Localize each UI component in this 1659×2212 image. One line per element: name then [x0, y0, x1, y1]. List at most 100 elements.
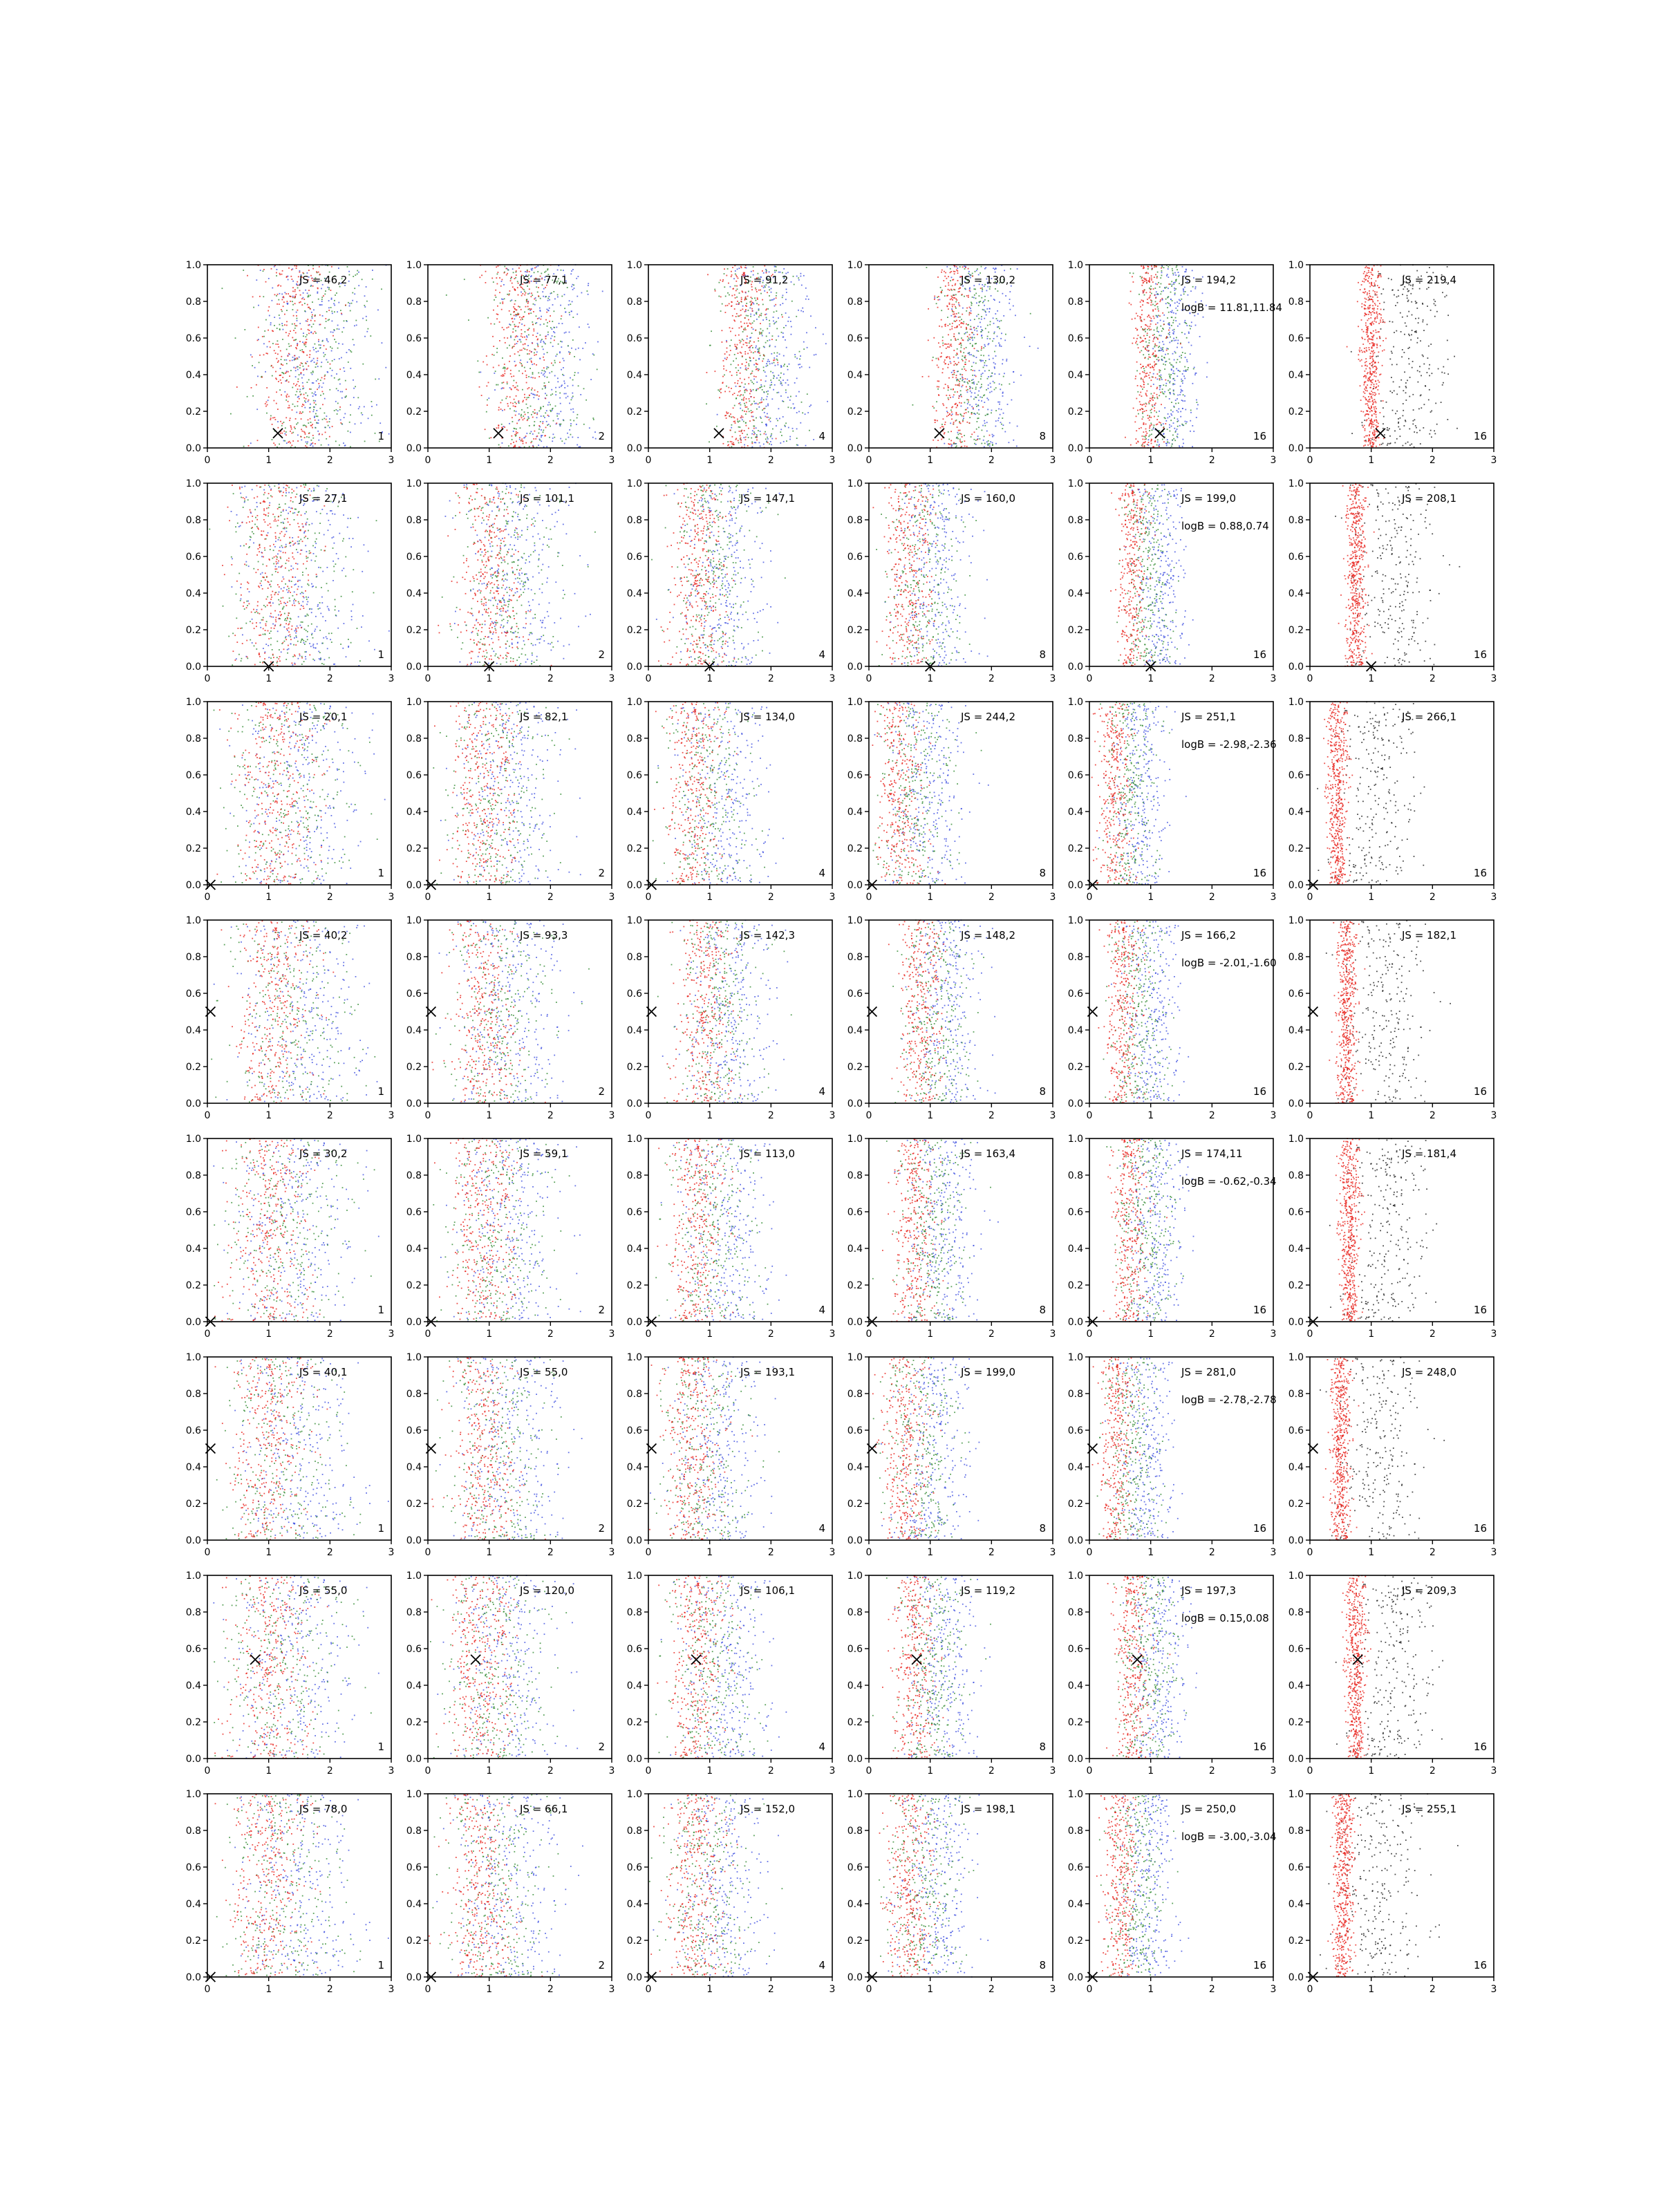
scatter-point [292, 279, 293, 280]
scatter-point [322, 391, 324, 393]
scatter-point [276, 403, 277, 404]
scatter-point [525, 331, 526, 332]
scatter-point [528, 418, 529, 419]
scatter-point [318, 420, 319, 421]
scatter-point [543, 386, 545, 387]
scatter-point [521, 336, 522, 337]
scatter-point [528, 309, 529, 310]
scatter-point [299, 374, 300, 375]
scatter-point [536, 435, 538, 437]
scatter-point [337, 410, 339, 411]
scatter-point [282, 423, 283, 424]
scatter-point [505, 398, 507, 400]
scatter-point [297, 440, 299, 442]
scatter-point [310, 308, 311, 310]
scatter-point [299, 398, 300, 400]
scatter-point [288, 401, 289, 402]
scatter-point [302, 411, 303, 413]
scatter-point [282, 339, 283, 340]
scatter-point [572, 396, 574, 397]
scatter-point [510, 314, 512, 315]
scatter-point [547, 366, 548, 368]
scatter-point [312, 347, 314, 348]
scatter-point [321, 362, 322, 363]
scatter-point [497, 274, 498, 275]
scatter-point [309, 324, 310, 326]
scatter-point [313, 382, 315, 384]
scatter-point [314, 402, 315, 404]
scatter-point [343, 367, 344, 368]
scatter-point [263, 296, 264, 297]
scatter-point [524, 312, 525, 313]
scatter-point [532, 417, 534, 418]
scatter-point [257, 376, 259, 377]
scatter-point [350, 368, 351, 369]
scatter-point [290, 427, 292, 428]
scatter-point [563, 367, 564, 368]
scatter-point [321, 386, 323, 388]
scatter-point [532, 321, 533, 323]
scatter-point [517, 386, 518, 387]
scatter-point [292, 304, 294, 306]
scatter-point [281, 294, 283, 295]
scatter-point [515, 330, 516, 332]
scatter-point [313, 400, 315, 402]
scatter-point [552, 304, 554, 306]
scatter-point [288, 382, 290, 383]
scatter-point [516, 395, 517, 397]
scatter-point [317, 415, 319, 417]
scatter-point [547, 300, 549, 301]
scatter-point [341, 331, 343, 332]
scatter-point [236, 386, 238, 388]
scatter-point [385, 367, 386, 368]
scatter-point [507, 368, 508, 370]
scatter-point [330, 368, 331, 369]
scatter-point [531, 389, 532, 391]
scatter-point [527, 306, 529, 308]
scatter-point [306, 398, 307, 400]
scatter-point [301, 418, 302, 420]
scatter-point [554, 360, 556, 362]
scatter-point [509, 310, 510, 312]
scatter-point [350, 446, 351, 447]
scatter-point [534, 425, 535, 427]
scatter-point [532, 372, 534, 373]
scatter-point [538, 399, 539, 400]
scatter-point [526, 300, 527, 301]
scatter-point [514, 339, 515, 341]
scatter-point [518, 351, 519, 353]
scatter-point [353, 397, 355, 398]
scatter-point [499, 340, 500, 341]
scatter-point [547, 367, 549, 368]
scatter-point [312, 333, 314, 335]
scatter-point [592, 418, 594, 419]
scatter-point [279, 274, 281, 275]
scatter-point [299, 272, 301, 273]
scatter-point [556, 413, 558, 415]
scatter-point [570, 273, 572, 274]
scatter-point [563, 381, 565, 382]
scatter-point [543, 431, 544, 433]
scatter-point [291, 433, 292, 434]
scatter-point [306, 368, 307, 370]
scatter-point [308, 400, 310, 401]
scatter-point [525, 306, 527, 308]
scatter-point [265, 406, 267, 407]
scatter-point [286, 363, 288, 364]
scatter-point [350, 414, 351, 415]
scatter-point [575, 349, 577, 350]
scatter-point [267, 353, 268, 355]
scatter-point [554, 336, 556, 337]
scatter-point [312, 442, 314, 444]
scatter-point [311, 312, 312, 313]
scatter-point [565, 312, 566, 313]
scatter-point [507, 337, 508, 339]
scatter-point [492, 336, 494, 337]
scatter-point [522, 337, 523, 338]
js-annotation: JS = 46,2 [299, 274, 347, 286]
scatter-point [315, 344, 316, 345]
scatter-point [295, 418, 297, 420]
scatter-point [545, 388, 546, 389]
scatter-point [294, 324, 295, 325]
scatter-point [565, 332, 567, 333]
